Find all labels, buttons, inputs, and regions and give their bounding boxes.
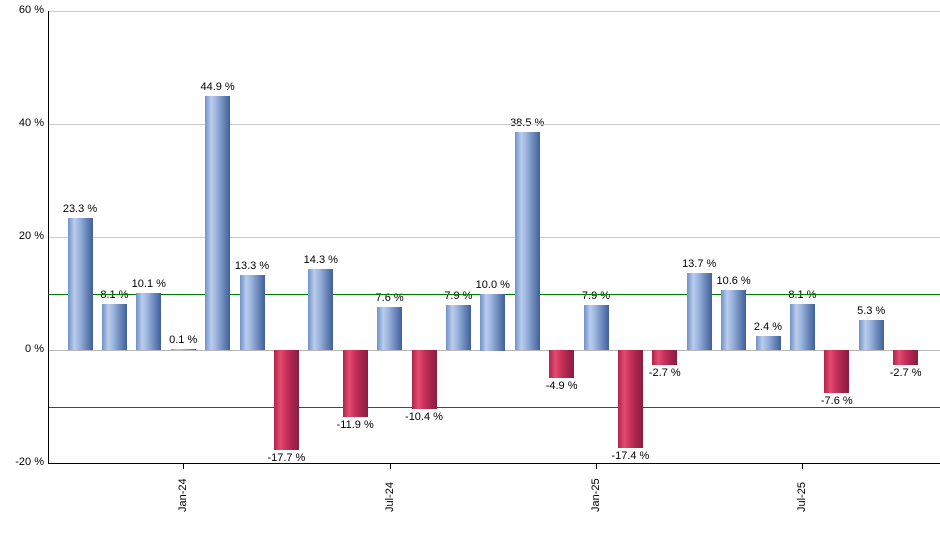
bar-value-label: -2.7 % bbox=[889, 367, 922, 379]
x-axis-tick-mark bbox=[183, 464, 184, 469]
bar bbox=[239, 274, 265, 350]
x-axis-tick-label: Jan-24 bbox=[177, 478, 190, 512]
bar bbox=[205, 96, 231, 351]
bar-value-label: 13.7 % bbox=[682, 257, 717, 270]
gridline bbox=[49, 237, 940, 238]
bar-value-label: -17.7 % bbox=[267, 452, 306, 464]
bar bbox=[170, 349, 196, 351]
bar bbox=[755, 336, 781, 351]
bar bbox=[721, 290, 747, 351]
x-axis-tick-label: Jul-25 bbox=[796, 482, 809, 512]
bar bbox=[858, 320, 884, 351]
bar-value-label: 7.9 % bbox=[581, 290, 611, 303]
bar bbox=[411, 350, 437, 409]
bar bbox=[686, 272, 712, 350]
bar bbox=[136, 292, 162, 350]
bar bbox=[789, 304, 815, 351]
bar-value-label: 10.0 % bbox=[475, 278, 510, 291]
bar bbox=[101, 304, 127, 351]
x-axis-line bbox=[48, 463, 940, 464]
bar-value-label: 14.3 % bbox=[303, 254, 338, 267]
x-axis-tick-mark bbox=[390, 464, 391, 469]
bar-value-label: 13.3 % bbox=[234, 259, 270, 272]
bar-value-label: 0.1 % bbox=[169, 334, 198, 347]
bar-value-label: 44.9 % bbox=[200, 81, 235, 94]
bar bbox=[377, 307, 403, 351]
bar bbox=[273, 350, 299, 450]
bar bbox=[583, 305, 609, 351]
bar bbox=[652, 350, 678, 365]
x-axis-tick-mark bbox=[802, 464, 803, 469]
bar-value-label: -4.9 % bbox=[545, 380, 578, 392]
bar-value-label: 8.1 % bbox=[100, 289, 129, 302]
bar bbox=[617, 350, 643, 448]
bar-value-label: 23.3 % bbox=[62, 203, 98, 216]
y-axis-tick-label: 60 % bbox=[18, 4, 44, 16]
y-axis-tick-label: 40 % bbox=[18, 117, 44, 129]
y-axis-tick-label: -20 % bbox=[15, 456, 44, 468]
x-axis-tick-label: Jan-25 bbox=[590, 478, 602, 512]
y-axis-line bbox=[48, 11, 49, 464]
bar bbox=[342, 350, 368, 417]
bar-value-label: 7.6 % bbox=[375, 292, 404, 305]
bar-value-label: 5.3 % bbox=[857, 305, 886, 318]
gridline bbox=[49, 11, 940, 12]
bar bbox=[480, 293, 506, 351]
x-axis-tick-label: Jul-24 bbox=[383, 482, 396, 512]
bar-value-label: -2.7 % bbox=[648, 367, 681, 379]
bar bbox=[67, 218, 93, 351]
bar bbox=[893, 350, 919, 365]
bar-value-label: 10.6 % bbox=[716, 275, 751, 288]
bar bbox=[549, 350, 575, 378]
bar bbox=[445, 305, 471, 351]
bar-value-label: 2.4 % bbox=[753, 321, 783, 334]
bar-value-label: 38.5 % bbox=[495, 117, 559, 130]
bar-value-label: -11.9 % bbox=[336, 419, 374, 431]
y-axis-tick-label: 20 % bbox=[18, 230, 44, 242]
bar bbox=[308, 269, 334, 351]
bar-value-label: 8.1 % bbox=[788, 289, 817, 302]
bar-value-label: 10.1 % bbox=[131, 277, 166, 290]
gridline bbox=[49, 124, 940, 125]
bar-value-label: -7.6 % bbox=[820, 395, 853, 407]
x-axis-tick-mark bbox=[596, 464, 597, 469]
y-axis-tick-label: 0 % bbox=[25, 343, 44, 355]
bar bbox=[514, 132, 540, 351]
bar-value-label: -10.4 % bbox=[405, 411, 443, 423]
bar-value-label: 7.9 % bbox=[444, 290, 473, 303]
gridline bbox=[49, 350, 940, 351]
bar bbox=[824, 350, 850, 393]
bar-value-label: -17.4 % bbox=[611, 450, 650, 462]
reference-line bbox=[49, 407, 940, 408]
